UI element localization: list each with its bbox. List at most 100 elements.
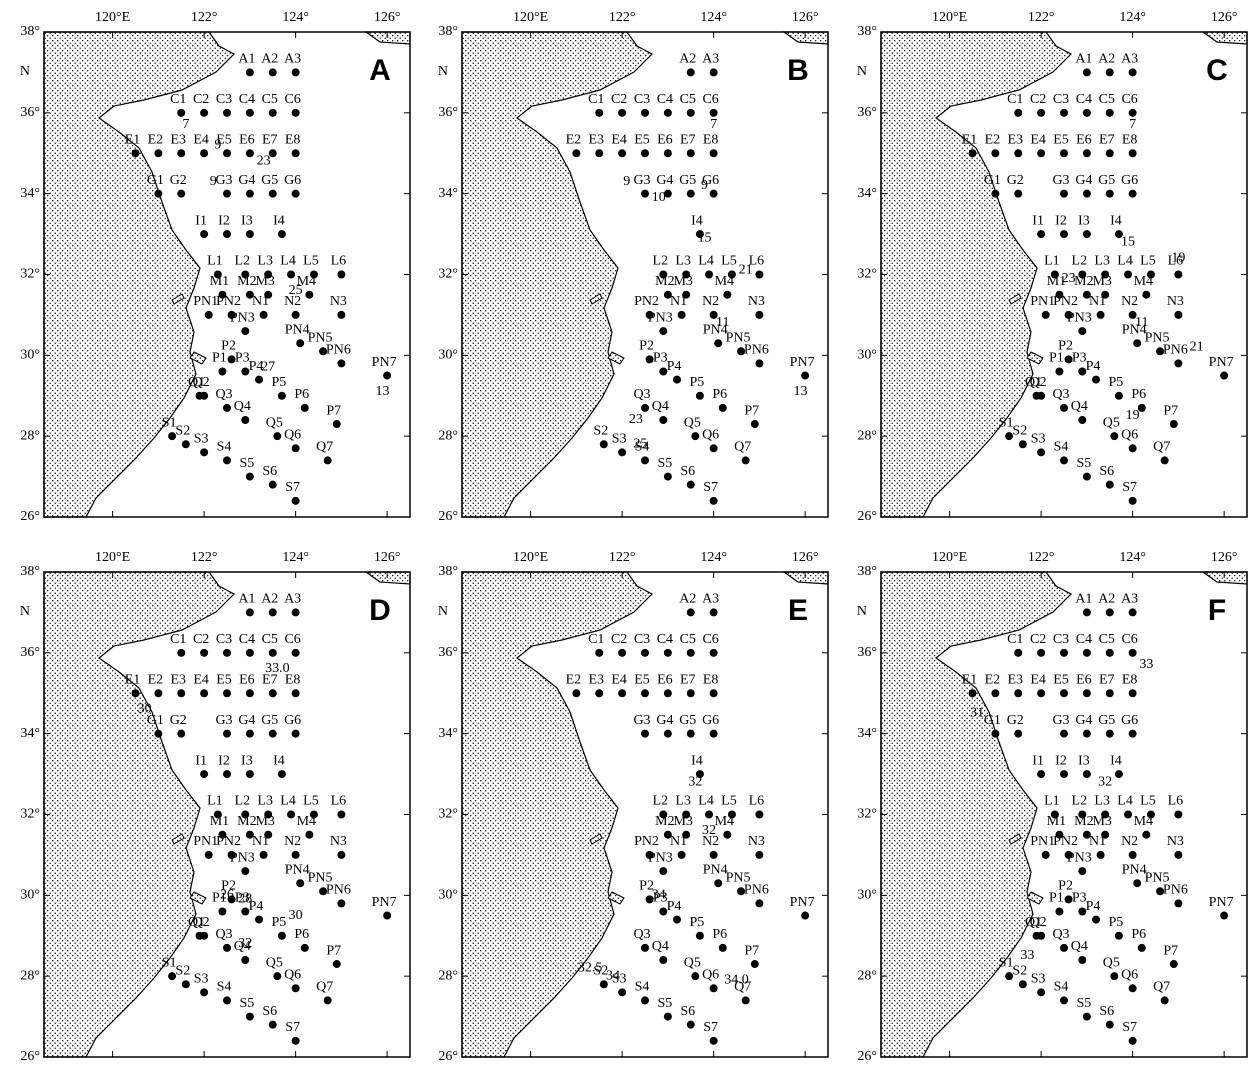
station	[687, 149, 695, 157]
station	[710, 984, 718, 992]
y-tick-label: 30°	[20, 888, 40, 903]
station-label: N2	[702, 294, 719, 309]
station	[1106, 649, 1114, 657]
station-label: L2	[1072, 794, 1088, 809]
station	[1115, 392, 1123, 400]
station-label: P3	[235, 351, 250, 366]
station-label: P7	[744, 943, 759, 958]
station	[687, 649, 695, 657]
station	[1106, 689, 1114, 697]
station-label: C3	[634, 632, 650, 647]
station-label: S2	[1012, 423, 1027, 438]
station	[177, 190, 185, 198]
station	[200, 230, 208, 238]
station	[1129, 109, 1137, 117]
contour-label: 7	[710, 117, 717, 132]
station	[710, 608, 718, 616]
station	[673, 376, 681, 384]
station-label: G2	[1007, 173, 1024, 188]
station	[1124, 811, 1132, 819]
station-label: I4	[273, 753, 285, 768]
station	[1142, 831, 1150, 839]
station-label: S2	[1012, 963, 1027, 978]
station	[177, 689, 185, 697]
contour-label: 9	[623, 174, 630, 189]
station	[255, 916, 263, 924]
station-label: P6	[1131, 387, 1146, 402]
y-tick-label: 36°	[438, 645, 458, 660]
station	[1129, 497, 1137, 505]
station-label: N3	[748, 294, 765, 309]
station-label: PN3	[648, 310, 673, 325]
station	[1042, 851, 1050, 859]
station	[223, 944, 231, 952]
station-label: P5	[1109, 375, 1124, 390]
station	[154, 689, 162, 697]
station-label: P6	[294, 387, 309, 402]
station-label: E1	[125, 132, 141, 147]
station-label: PN6	[1163, 343, 1188, 358]
y-tick-label: 30°	[857, 888, 877, 903]
station-label: S2	[175, 423, 190, 438]
station	[1083, 190, 1091, 198]
station-label: E1	[962, 132, 978, 147]
station	[246, 230, 254, 238]
contour-label: 21	[739, 263, 753, 278]
station-label: PN3	[1067, 850, 1092, 865]
station	[641, 190, 649, 198]
station-label: S4	[635, 980, 650, 995]
station	[223, 770, 231, 778]
station	[260, 851, 268, 859]
station-label: S5	[1076, 456, 1091, 471]
station-label: I2	[218, 753, 230, 768]
station-label: C6	[284, 632, 300, 647]
station-label: Q7	[316, 980, 333, 995]
x-tick-label: 126°	[792, 10, 819, 25]
station-label: Q6	[702, 428, 719, 443]
station	[1083, 1013, 1091, 1021]
station-label: I3	[1078, 213, 1090, 228]
station-label: L1	[207, 254, 223, 269]
station	[1055, 908, 1063, 916]
station	[572, 149, 580, 157]
station	[1014, 149, 1022, 157]
x-tick-label: 122°	[1028, 10, 1055, 25]
station	[223, 649, 231, 657]
map-panel: 120°E122°124°126°38°36°34°32°30°28°26°NF…	[857, 550, 1247, 1064]
station	[664, 689, 672, 697]
station	[600, 440, 608, 448]
station-label: A3	[1121, 52, 1138, 67]
station-label: N2	[284, 834, 301, 849]
contour-label: 34	[652, 888, 666, 903]
station	[1055, 368, 1063, 376]
station	[664, 109, 672, 117]
station	[664, 649, 672, 657]
station-label: L6	[331, 254, 347, 269]
station-label: S7	[703, 1020, 718, 1035]
station-label: P6	[712, 927, 727, 942]
station	[1083, 608, 1091, 616]
contour-label: 15	[1121, 234, 1135, 249]
contour-label: 32	[688, 774, 702, 789]
contour-label: 32	[238, 936, 252, 951]
x-tick-label: 126°	[1211, 550, 1238, 565]
station-label: G3	[1052, 713, 1069, 728]
station	[664, 473, 672, 481]
station	[991, 689, 999, 697]
station-label: P7	[744, 403, 759, 418]
station	[595, 649, 603, 657]
station	[1106, 109, 1114, 117]
station	[595, 689, 603, 697]
contour-label: 34.0	[724, 972, 749, 987]
x-tick-label: 124°	[1119, 550, 1146, 565]
y-tick-label: 38°	[857, 564, 877, 579]
station	[1110, 432, 1118, 440]
station	[305, 291, 313, 299]
station-label: C5	[262, 92, 278, 107]
station	[618, 689, 626, 697]
station-label: A3	[1121, 592, 1138, 607]
station-label: M2	[1074, 274, 1093, 289]
station-label: M4	[715, 814, 734, 829]
x-tick-label: 124°	[700, 10, 727, 25]
station	[269, 689, 277, 697]
